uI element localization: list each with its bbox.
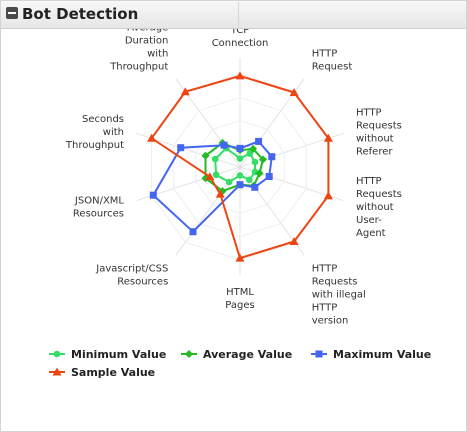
data-point — [236, 155, 244, 162]
axis-label-line: HTTP — [312, 303, 338, 314]
axis-label-line: User- — [356, 215, 382, 226]
data-point — [53, 350, 61, 358]
legend-label: Sample Value — [71, 366, 155, 379]
axis-label-7: JSON/XML Resources — [73, 196, 124, 220]
axis-label-line: Connection — [212, 38, 269, 49]
axis-label-line: JSON/XML — [74, 196, 124, 207]
titlebar-divider — [238, 2, 239, 26]
axis-label-line: Agent — [356, 228, 386, 239]
axis-label-line: Requests — [356, 120, 402, 131]
axis-label-line: with illegal — [312, 290, 366, 301]
panel-titlebar: Bot Detection — [1, 1, 466, 29]
series-2 — [149, 137, 276, 236]
data-point — [236, 144, 244, 152]
axis-label-5: HTML Pages — [225, 287, 254, 311]
data-point — [211, 155, 219, 163]
data-point — [177, 144, 185, 152]
data-point — [323, 191, 333, 200]
axis-label-line: Pages — [225, 300, 254, 311]
axis-label-line: Referer — [356, 146, 393, 157]
data-point — [212, 171, 220, 179]
data-point — [185, 350, 193, 358]
axis-label-0: TCP Connection — [212, 29, 269, 49]
axis-label-line: Javascript/CSS — [95, 264, 168, 275]
axis-label-4: HTTP Requests with illegal HTTP version — [312, 264, 366, 327]
data-point — [323, 133, 333, 142]
data-point — [225, 178, 233, 186]
data-point — [201, 151, 210, 160]
radar-chart: TCP Connection HTTP Request HTTP Requests with… — [49, 29, 431, 379]
axis-label-line: Throughput — [109, 61, 168, 72]
axis-label-line: HTML — [226, 287, 254, 298]
axis-label-line: Requests — [312, 277, 358, 288]
data-point — [268, 153, 276, 161]
data-point — [265, 173, 273, 180]
axis-label-line: HTTP — [356, 176, 382, 187]
legend-item[interactable]: Minimum Value — [49, 348, 166, 361]
data-point — [246, 176, 253, 184]
data-point — [220, 141, 228, 149]
legend-label: Average Value — [203, 348, 292, 361]
data-point — [149, 191, 157, 199]
legend-item[interactable]: Maximum Value — [311, 348, 431, 361]
data-point — [236, 172, 244, 179]
axis-label-line: HTTP — [312, 48, 338, 59]
axis-label-line: Throughput — [65, 140, 124, 151]
data-point — [205, 172, 215, 181]
axis-label-2: HTTP Requests without Referer — [356, 107, 402, 157]
axis-label-line: with — [147, 48, 168, 59]
legend-item[interactable]: Average Value — [181, 348, 292, 361]
axis-label-1: HTTP Request — [312, 48, 353, 72]
data-point — [235, 71, 245, 80]
data-point — [246, 150, 254, 157]
data-point — [189, 228, 197, 236]
axis-label-line: without — [356, 202, 394, 213]
legend-item[interactable]: Sample Value — [49, 366, 155, 379]
grid-ring — [195, 119, 285, 215]
data-point — [315, 350, 323, 358]
data-point — [255, 137, 263, 145]
data-point — [249, 144, 258, 153]
collapse-icon[interactable] — [6, 7, 18, 19]
data-point — [215, 189, 225, 198]
data-point — [289, 88, 299, 96]
axis-label-line: Resources — [73, 209, 124, 220]
axis-label-line: without — [356, 133, 394, 144]
data-point — [236, 181, 244, 189]
legend-label: Maximum Value — [333, 348, 431, 361]
axis-label-line: HTTP — [356, 107, 382, 118]
data-point — [251, 183, 259, 191]
axis-label-line: HTTP — [312, 264, 338, 275]
data-point — [235, 253, 245, 262]
axis-label-9: Average Duration with Throughput — [109, 29, 168, 72]
series-3 — [147, 71, 333, 262]
data-point — [289, 237, 299, 245]
axis-label-8: Seconds with Throughput — [65, 114, 124, 151]
axis-label-line: Average — [127, 29, 168, 33]
axis-label-line: Requests — [356, 189, 402, 200]
axis-label-3: HTTP Requests without User- Agent — [356, 176, 402, 239]
data-point — [251, 158, 259, 166]
axis-label-line: TCP — [230, 29, 250, 36]
axis-label-line: Request — [312, 61, 353, 72]
grid-ring — [173, 96, 307, 238]
data-point — [180, 87, 190, 96]
data-point — [259, 155, 267, 164]
axis-label-line: Duration — [125, 35, 168, 46]
data-point — [147, 133, 157, 142]
axis-label-line: version — [312, 316, 349, 327]
legend-label: Minimum Value — [71, 348, 166, 361]
axis-label-line: Resources — [117, 277, 168, 288]
data-point — [255, 169, 264, 178]
axis-label-line: with — [103, 127, 124, 138]
panel-title: Bot Detection — [22, 5, 139, 23]
axis-label-6: Javascript/CSS Resources — [95, 264, 168, 288]
data-point — [52, 367, 62, 376]
axis-label-line: Seconds — [82, 114, 124, 125]
